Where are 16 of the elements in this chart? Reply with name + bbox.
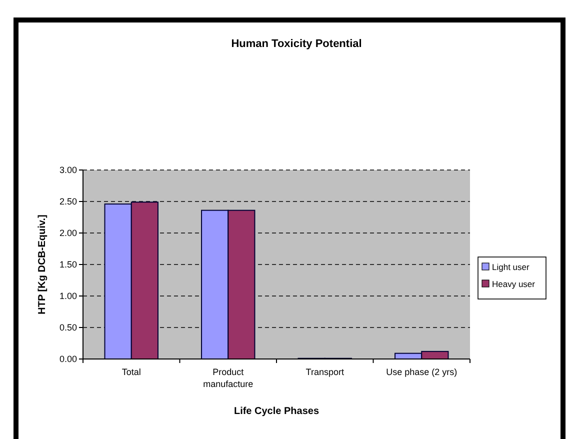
x-tick-label: Total bbox=[122, 367, 141, 377]
y-tick-label: 1.00 bbox=[59, 291, 77, 302]
y-tick-label: 2.50 bbox=[59, 196, 77, 207]
y-tick-label: 2.00 bbox=[59, 228, 77, 238]
legend-label: Light user bbox=[492, 262, 530, 272]
y-tick-label: 3.00 bbox=[59, 165, 77, 176]
x-tick-label: Product manufacture bbox=[203, 367, 254, 389]
x-tick-label: Transport bbox=[306, 367, 344, 377]
y-axis-title: HTP [Kg DCB-Equiv.] bbox=[37, 214, 48, 314]
x-tick-label: Use phase (2 yrs) bbox=[386, 367, 458, 377]
y-tick-label: 0.00 bbox=[59, 354, 77, 364]
legend-label: Heavy user bbox=[492, 278, 536, 289]
y-tick-label: 0.50 bbox=[59, 322, 77, 333]
y-tick-label: 1.50 bbox=[59, 260, 77, 270]
chart-title: Human Toxicity Potential bbox=[231, 38, 362, 50]
x-axis-title: Life Cycle Phases bbox=[234, 406, 320, 417]
